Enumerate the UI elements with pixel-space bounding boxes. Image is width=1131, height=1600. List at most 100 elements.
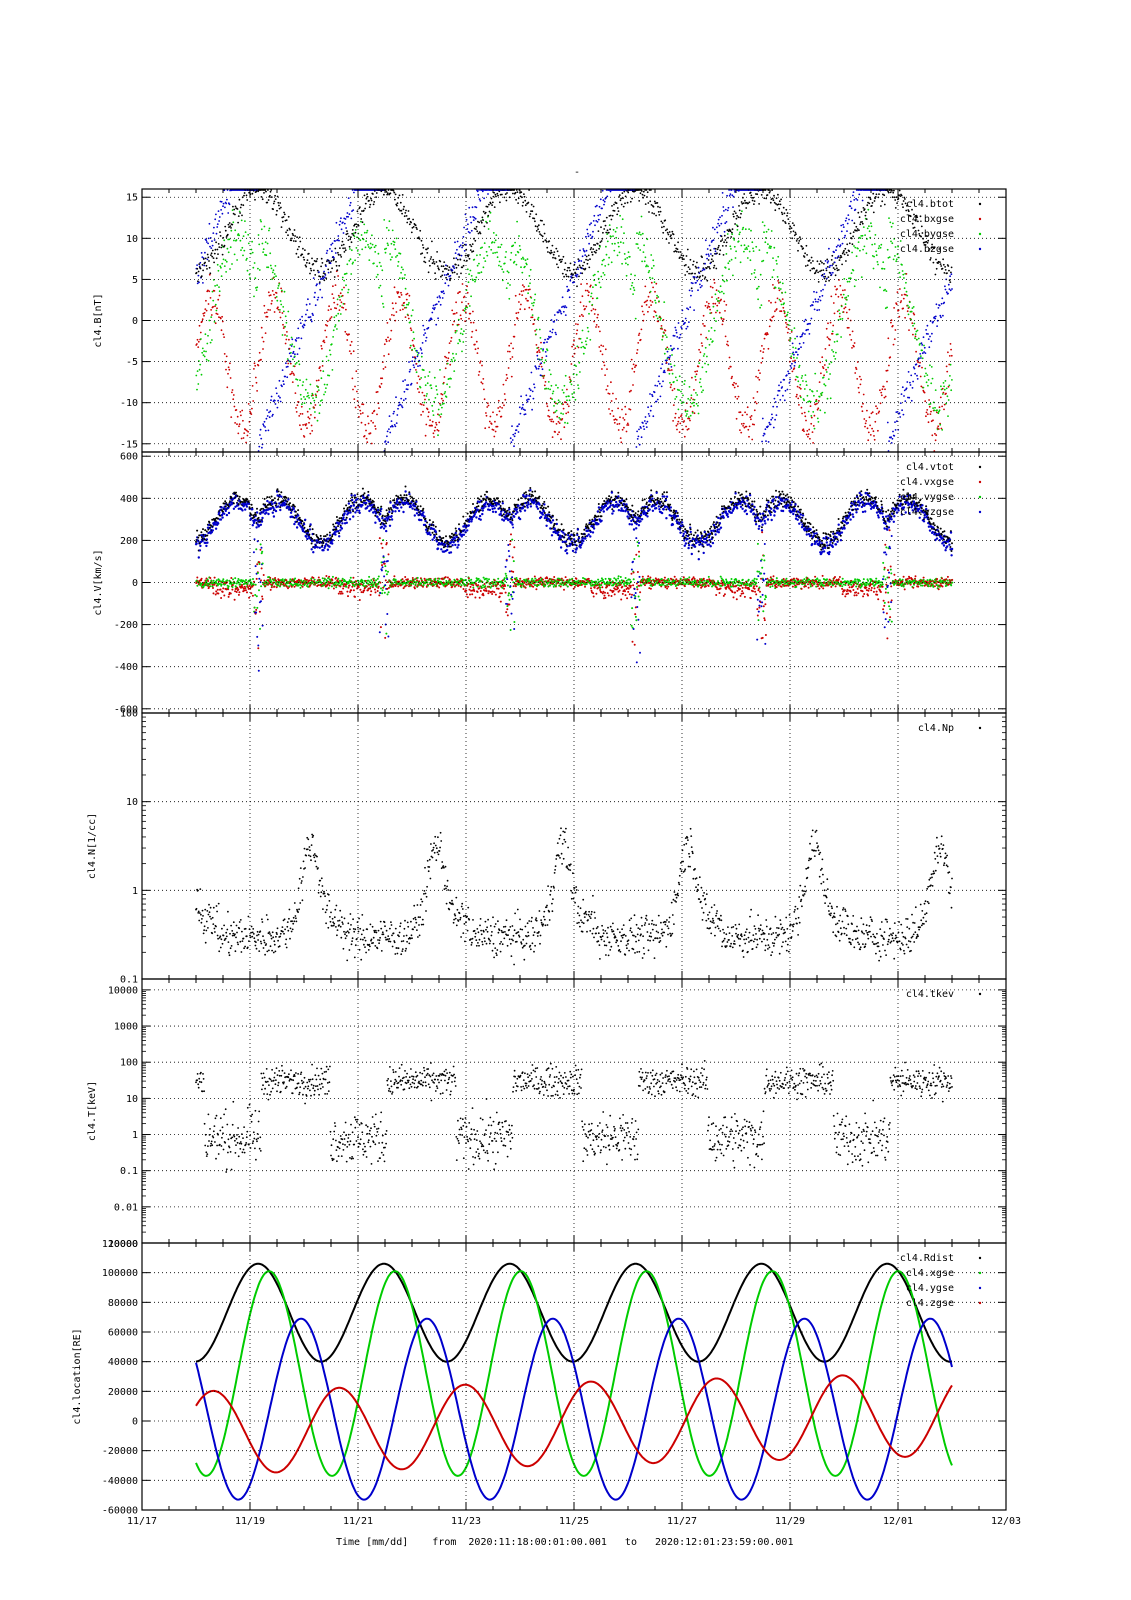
data-point	[599, 241, 602, 244]
data-point	[737, 385, 739, 388]
data-point	[271, 271, 274, 274]
data-point	[354, 385, 356, 388]
data-point	[419, 386, 422, 389]
data-point	[923, 351, 925, 353]
data-point	[250, 248, 253, 251]
data-point	[780, 198, 782, 201]
data-point	[523, 285, 525, 288]
data-point	[915, 330, 918, 333]
data-point	[773, 194, 775, 197]
data-point	[868, 225, 870, 228]
data-point	[594, 205, 597, 208]
data-point	[758, 249, 761, 252]
data-point	[568, 399, 571, 402]
data-point	[197, 346, 200, 348]
data-point	[704, 276, 707, 279]
data-point	[334, 240, 336, 242]
data-point	[461, 246, 463, 249]
data-point	[497, 246, 500, 249]
data-point	[205, 239, 208, 242]
data-point	[585, 343, 588, 346]
data-point	[305, 313, 307, 316]
data-point	[533, 301, 535, 304]
data-point	[828, 247, 830, 250]
data-point	[563, 268, 566, 271]
data-point	[673, 387, 676, 390]
data-point	[294, 363, 297, 365]
data-point	[554, 257, 557, 260]
data-point	[899, 416, 902, 418]
data-point	[814, 298, 817, 301]
data-point	[459, 340, 461, 343]
data-point	[547, 409, 550, 412]
data-point	[910, 201, 913, 204]
data-point	[604, 265, 607, 267]
data-point	[693, 404, 695, 407]
data-point	[602, 272, 605, 274]
data-point	[838, 315, 841, 318]
data-point	[803, 256, 806, 258]
data-point	[879, 286, 881, 289]
data-point	[269, 309, 271, 311]
data-point	[246, 434, 249, 437]
data-point	[571, 393, 574, 395]
data-point	[834, 285, 836, 288]
data-point	[680, 326, 682, 328]
data-point	[655, 314, 658, 317]
data-point	[763, 224, 766, 227]
data-point	[199, 261, 202, 264]
data-point	[203, 312, 206, 314]
data-point	[235, 491, 237, 494]
data-point	[698, 362, 701, 364]
data-point	[843, 278, 846, 280]
data-point	[789, 378, 791, 381]
data-point	[291, 338, 294, 341]
data-point	[643, 301, 646, 304]
data-point	[270, 302, 273, 305]
data-point	[286, 365, 289, 368]
data-point	[645, 300, 647, 303]
data-point	[505, 287, 508, 289]
data-point	[311, 257, 313, 260]
data-point	[929, 413, 932, 415]
data-point	[645, 422, 647, 425]
data-point	[292, 234, 295, 237]
data-point	[451, 271, 454, 274]
data-point	[296, 337, 298, 339]
data-point	[796, 238, 799, 240]
data-point	[746, 248, 748, 251]
data-point	[224, 259, 227, 262]
data-point	[245, 259, 248, 261]
data-point	[299, 413, 302, 415]
data-point	[587, 294, 590, 297]
data-point	[799, 387, 802, 390]
data-point	[348, 235, 350, 238]
data-point	[489, 415, 492, 418]
data-point	[547, 338, 550, 340]
data-point	[214, 322, 217, 325]
data-point	[505, 199, 508, 202]
data-point	[657, 211, 660, 213]
data-point	[650, 204, 653, 206]
data-point	[697, 404, 699, 407]
data-point	[227, 372, 229, 375]
data-point	[340, 244, 343, 247]
data-point	[593, 320, 595, 323]
data-point	[699, 378, 702, 380]
data-point	[697, 412, 700, 415]
data-point	[370, 199, 373, 202]
data-point	[769, 423, 772, 426]
data-point	[305, 265, 308, 268]
data-point	[207, 242, 210, 245]
data-point	[596, 243, 599, 245]
data-point	[566, 403, 569, 406]
data-point	[229, 246, 232, 249]
data-point	[477, 232, 480, 235]
data-point	[361, 248, 364, 251]
data-point	[321, 365, 324, 367]
data-point	[659, 206, 661, 209]
data-point	[441, 274, 444, 277]
data-point	[824, 411, 826, 414]
data-point	[285, 219, 288, 222]
data-point	[271, 300, 273, 302]
